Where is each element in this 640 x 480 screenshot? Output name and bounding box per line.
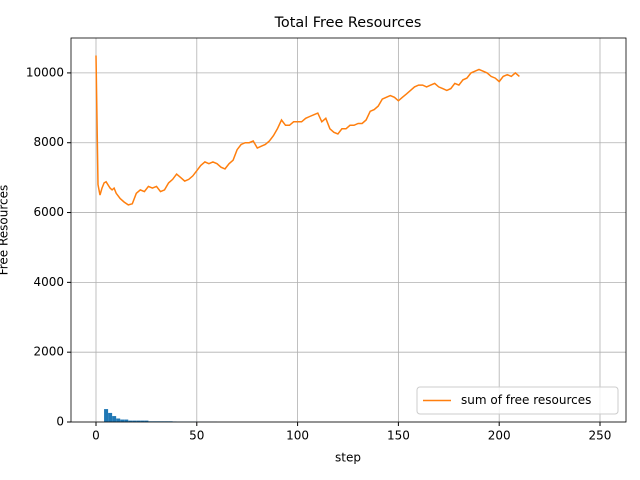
- bar: [132, 420, 137, 422]
- bar: [128, 420, 133, 422]
- y-tick-label: 8000: [33, 135, 64, 149]
- bar: [104, 409, 109, 422]
- x-tick-label: 250: [589, 429, 612, 443]
- bar: [140, 420, 145, 422]
- y-tick-label: 10000: [26, 65, 64, 79]
- y-tick-label: 4000: [33, 275, 64, 289]
- legend-box: [416, 386, 619, 415]
- x-tick-label: 150: [387, 429, 410, 443]
- y-tick-label: 0: [56, 415, 64, 429]
- bar: [136, 420, 141, 422]
- x-tick-label: 200: [488, 429, 511, 443]
- y-axis-label: Free Resources: [0, 185, 11, 276]
- bar: [120, 419, 125, 422]
- bar: [112, 416, 117, 422]
- x-tick-label: 50: [189, 429, 204, 443]
- x-tick-label: 0: [92, 429, 100, 443]
- legend-label: sum of free resources: [461, 393, 591, 407]
- x-tick-label: 100: [286, 429, 309, 443]
- y-tick-label: 2000: [33, 345, 64, 359]
- axes-frame: [70, 37, 627, 423]
- chart-title: Total Free Resources: [274, 15, 422, 31]
- bar: [144, 420, 149, 422]
- bar: [116, 418, 121, 422]
- y-tick-label: 6000: [33, 205, 64, 219]
- bar: [108, 412, 113, 422]
- bar: [124, 419, 129, 422]
- x-axis-label: step: [335, 451, 361, 465]
- data-line: [95, 55, 520, 206]
